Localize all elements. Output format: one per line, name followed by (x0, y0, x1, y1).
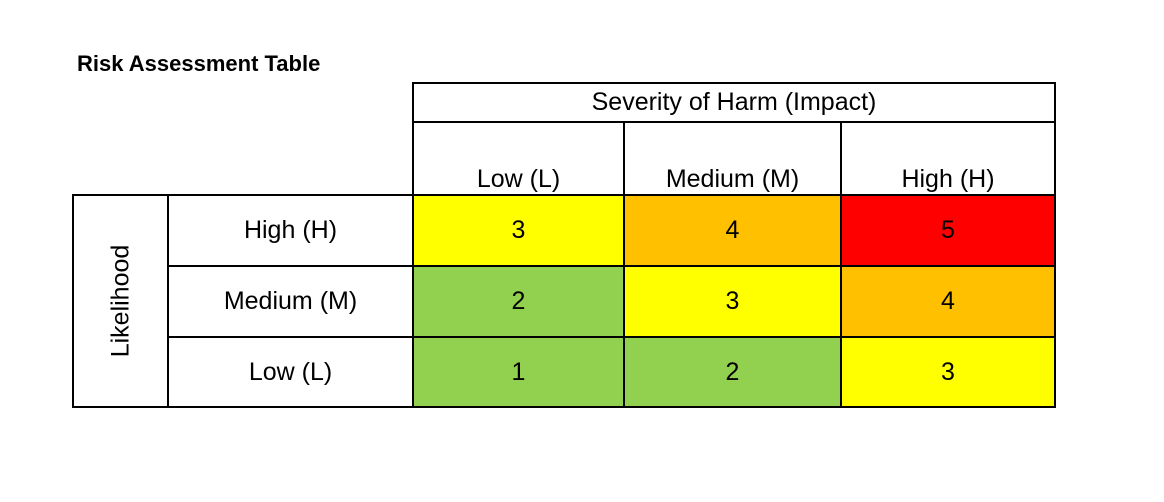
risk-cell-medium-high: 4 (840, 265, 1056, 338)
risk-cell-low-low: 1 (412, 336, 625, 408)
column-header-high: High (H) (840, 121, 1056, 196)
risk-cell-low-high: 3 (840, 336, 1056, 408)
row-header-low: Low (L) (167, 336, 414, 408)
risk-cell-high-high: 5 (840, 194, 1056, 267)
risk-matrix-table: Severity of Harm (Impact) Low (L) Medium… (72, 82, 1056, 408)
column-axis-header: Severity of Harm (Impact) (412, 82, 1056, 123)
risk-cell-high-low: 3 (412, 194, 625, 267)
row-axis-header: Likelihood (72, 194, 169, 408)
risk-cell-high-medium: 4 (623, 194, 842, 267)
row-axis-label: Likelihood (106, 244, 134, 358)
column-header-low: Low (L) (412, 121, 625, 196)
row-header-high: High (H) (167, 194, 414, 267)
page-title: Risk Assessment Table (77, 51, 321, 76)
row-header-medium: Medium (M) (167, 265, 414, 338)
risk-cell-medium-medium: 3 (623, 265, 842, 338)
empty-corner-cell (73, 83, 413, 195)
risk-cell-medium-low: 2 (412, 265, 625, 338)
risk-cell-low-medium: 2 (623, 336, 842, 408)
column-header-medium: Medium (M) (623, 121, 842, 196)
